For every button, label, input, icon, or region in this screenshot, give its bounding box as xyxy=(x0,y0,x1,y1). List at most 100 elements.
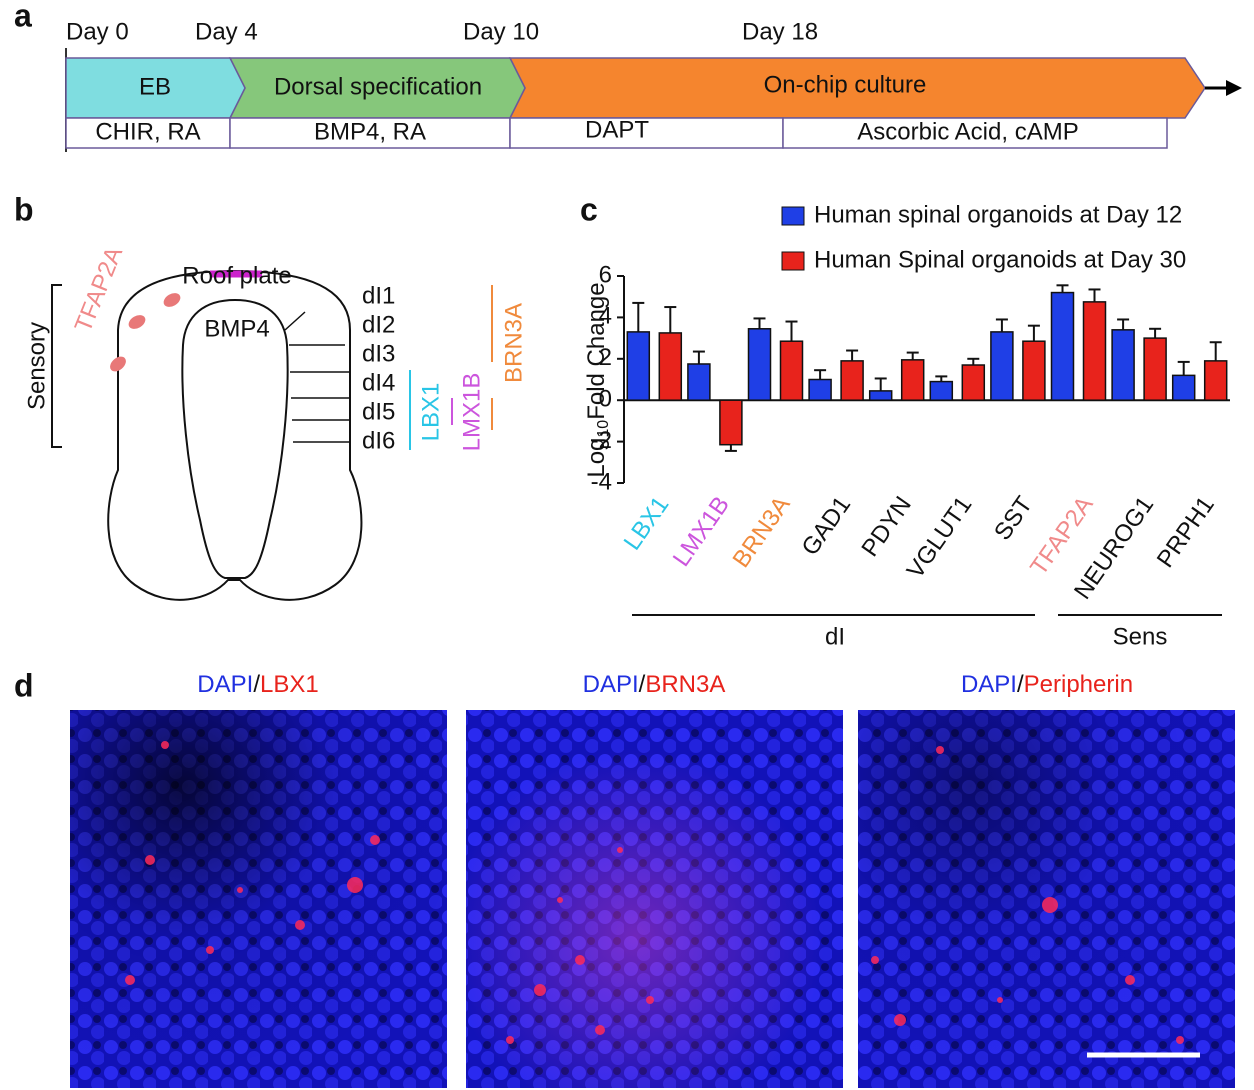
x-tick-label: GAD1 xyxy=(797,492,857,561)
stage-label: Dorsal specification xyxy=(274,73,482,100)
image-title: DAPI/LBX1 xyxy=(197,671,318,698)
marker-label: BRN3A xyxy=(500,303,527,383)
bar xyxy=(990,331,1014,401)
micrograph-shade xyxy=(70,710,447,1088)
treatment-label: CHIR, RA xyxy=(95,118,200,145)
cell xyxy=(163,293,181,307)
day-label: Day 18 xyxy=(742,18,818,45)
group-label: Sens xyxy=(1113,623,1168,650)
treatment-label: BMP4, RA xyxy=(314,118,426,145)
x-tick-label: PDYN xyxy=(856,492,916,562)
bar xyxy=(1050,291,1075,401)
panel-label: a xyxy=(14,0,32,33)
stain: DAPI xyxy=(961,671,1017,698)
domain-label: dI1 xyxy=(362,282,395,309)
domain-label: dI4 xyxy=(362,369,395,396)
image-title: DAPI/Peripherin xyxy=(961,671,1133,698)
panel-label: b xyxy=(14,191,34,227)
marker: BRN3A xyxy=(645,671,725,698)
canal-outline xyxy=(181,298,289,579)
cord-outline xyxy=(107,269,363,601)
bar xyxy=(929,380,954,401)
stage-label: EB xyxy=(139,73,171,100)
domain-label: dI2 xyxy=(362,311,395,338)
separator: / xyxy=(253,671,260,698)
marker-label: LBX1 xyxy=(417,383,444,442)
x-tick-label: SST xyxy=(989,491,1038,545)
spinal-diagram xyxy=(51,269,493,601)
y-tick-label: 0 xyxy=(599,386,612,413)
legend-swatch xyxy=(781,206,805,226)
bar xyxy=(1203,360,1228,401)
y-tick-label: 2 xyxy=(599,344,612,371)
arrow-head xyxy=(1226,80,1242,96)
day-label: Day 10 xyxy=(463,18,539,45)
bar xyxy=(900,359,925,401)
bar xyxy=(961,364,986,401)
timeline: Day 0 Day 4 Day 10 Day 18 EB Dorsal spec… xyxy=(65,18,1242,152)
bar xyxy=(1111,329,1135,401)
y-tick-label: -2 xyxy=(591,427,612,454)
bar xyxy=(808,378,832,401)
y-tick-label: 4 xyxy=(599,303,612,330)
treatment-box xyxy=(782,117,1168,149)
bar xyxy=(779,340,804,401)
y-tick-label: 6 xyxy=(599,261,612,288)
panel-label: d xyxy=(14,667,34,703)
marker: Peripherin xyxy=(1024,671,1133,698)
y-axis-label: Log10Fold Change xyxy=(583,282,612,477)
diagram-label: BMP4 xyxy=(204,315,269,342)
domain-label: dI3 xyxy=(362,340,395,367)
marker: LBX1 xyxy=(260,671,319,698)
y-tick-label: -4 xyxy=(591,468,612,495)
stain: DAPI xyxy=(197,671,253,698)
panel-label: c xyxy=(580,191,598,227)
stain: DAPI xyxy=(583,671,639,698)
day-label: Day 4 xyxy=(195,18,258,45)
x-tick-label: BRN3A xyxy=(728,492,796,573)
domain-line xyxy=(284,311,306,331)
cell xyxy=(110,356,126,372)
domain-label: dI5 xyxy=(362,398,395,425)
treatment-box xyxy=(509,117,784,149)
y-label-part: Fold Change xyxy=(583,282,610,419)
bar xyxy=(868,390,893,401)
x-tick-label: LMX1B xyxy=(668,492,735,572)
treatment-label: DAPT xyxy=(585,116,649,143)
diagram-label: Roof plate xyxy=(182,262,291,289)
group-label: dI xyxy=(825,623,845,650)
separator: / xyxy=(1017,671,1024,698)
diagram-label: Sensory xyxy=(23,322,50,410)
bar xyxy=(1143,337,1167,401)
day-label: Day 0 xyxy=(66,18,129,45)
stage-arrow xyxy=(65,57,246,119)
y-label-part: Log xyxy=(583,438,610,478)
bar xyxy=(1022,340,1046,401)
treatment-box xyxy=(229,117,511,149)
micrographs: DAPI/LBX1 DAPI/BRN3A DAPI/Peripherin xyxy=(70,671,1235,1088)
bar xyxy=(626,331,651,401)
separator: / xyxy=(639,671,646,698)
legend-label: Human Spinal organoids at Day 30 xyxy=(814,246,1186,273)
micrograph-shade xyxy=(466,710,843,1088)
treatment-label: Ascorbic Acid, cAMP xyxy=(857,118,1078,145)
x-tick-label: LBX1 xyxy=(619,492,675,556)
red-signal xyxy=(125,741,1184,1044)
bar xyxy=(747,328,772,401)
bar xyxy=(719,399,743,446)
bar xyxy=(840,360,864,401)
legend-swatch xyxy=(781,251,805,271)
legend-label: Human spinal organoids at Day 12 xyxy=(814,201,1182,228)
y-label-subscript: 10 xyxy=(595,420,612,438)
x-tick-label: PRPH1 xyxy=(1152,492,1220,573)
bar xyxy=(1082,301,1107,401)
bar xyxy=(1171,374,1196,401)
image-title: DAPI/BRN3A xyxy=(583,671,726,698)
cell xyxy=(128,315,146,329)
stage-label: On-chip culture xyxy=(764,71,927,98)
marker-label: LMX1B xyxy=(458,373,485,452)
bracket xyxy=(51,284,62,448)
